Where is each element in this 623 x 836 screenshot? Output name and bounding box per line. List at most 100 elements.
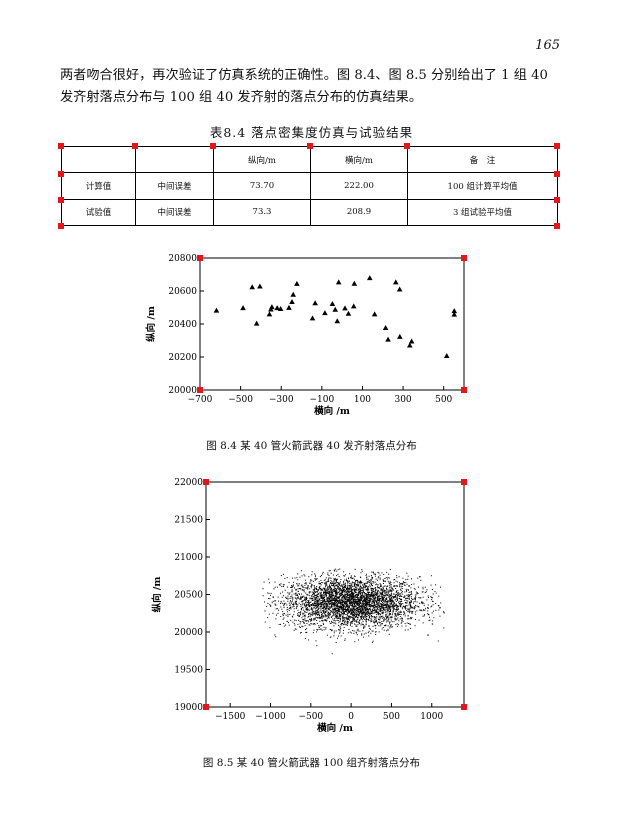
data-point xyxy=(321,591,323,593)
data-point xyxy=(350,303,357,309)
data-point xyxy=(376,617,378,619)
data-point xyxy=(351,597,353,599)
data-point xyxy=(336,598,338,600)
data-point xyxy=(309,591,311,593)
data-point xyxy=(387,600,389,602)
data-point xyxy=(336,596,338,598)
data-point xyxy=(388,607,390,609)
y-tick-label: 19000 xyxy=(174,703,203,713)
data-point xyxy=(351,622,353,624)
data-point xyxy=(399,615,401,617)
data-point xyxy=(359,614,361,616)
data-point xyxy=(369,582,371,584)
data-point xyxy=(280,583,282,585)
data-point xyxy=(403,582,405,584)
data-point xyxy=(396,614,398,616)
data-point xyxy=(400,613,402,615)
data-point xyxy=(375,594,377,596)
data-point xyxy=(319,588,321,590)
data-point xyxy=(327,606,329,608)
data-point xyxy=(338,600,340,602)
data-point xyxy=(365,589,367,591)
data-point xyxy=(337,603,339,605)
data-point xyxy=(297,573,299,575)
data-point xyxy=(367,595,369,597)
data-point xyxy=(331,598,333,600)
data-point xyxy=(356,615,358,617)
data-point xyxy=(417,577,419,579)
data-point xyxy=(394,614,396,616)
data-point xyxy=(390,617,392,619)
data-point xyxy=(297,609,299,611)
data-point xyxy=(358,587,360,589)
data-point xyxy=(330,590,332,592)
data-point xyxy=(326,609,328,611)
data-point xyxy=(353,582,355,584)
data-point xyxy=(347,623,349,625)
data-point xyxy=(381,606,383,608)
data-point xyxy=(427,613,429,615)
data-point xyxy=(318,614,320,616)
data-point xyxy=(410,602,412,604)
data-point xyxy=(327,589,329,591)
data-point xyxy=(369,605,371,607)
data-point xyxy=(386,588,388,590)
data-point xyxy=(318,596,320,598)
data-point xyxy=(375,578,377,580)
data-point xyxy=(324,579,326,581)
data-point xyxy=(313,599,315,601)
data-point xyxy=(323,605,325,607)
data-point xyxy=(371,311,378,317)
data-point xyxy=(310,619,312,621)
data-point xyxy=(399,583,401,585)
data-point xyxy=(343,575,345,577)
data-point xyxy=(338,584,340,586)
data-point xyxy=(346,587,348,589)
data-point xyxy=(389,601,391,603)
data-point xyxy=(299,587,301,589)
data-point xyxy=(379,597,381,599)
data-point xyxy=(410,627,412,629)
data-point xyxy=(374,573,376,575)
data-point xyxy=(332,581,334,583)
data-point xyxy=(344,583,346,585)
data-point xyxy=(322,571,324,573)
data-point xyxy=(392,605,394,607)
data-point xyxy=(336,620,338,622)
data-point xyxy=(342,598,344,600)
data-point xyxy=(361,607,363,609)
data-point xyxy=(383,619,385,621)
data-point xyxy=(352,598,354,600)
data-point xyxy=(315,601,317,603)
data-point xyxy=(403,605,405,607)
x-tick-label: −100 xyxy=(309,395,334,405)
data-point xyxy=(367,625,369,627)
data-point xyxy=(367,614,369,616)
data-point xyxy=(400,600,402,602)
data-point xyxy=(357,582,359,584)
data-point xyxy=(427,595,429,597)
data-point xyxy=(370,600,372,602)
data-point xyxy=(348,612,350,614)
data-point xyxy=(336,593,338,595)
data-point xyxy=(352,611,354,613)
data-point xyxy=(375,593,377,595)
data-point xyxy=(386,603,388,605)
data-point xyxy=(377,592,379,594)
table-header-row: 纵向/m 横向/m 备 注 xyxy=(61,145,558,174)
data-point xyxy=(344,603,346,605)
data-point xyxy=(374,592,376,594)
data-point xyxy=(349,594,351,596)
data-point xyxy=(388,583,390,585)
data-point xyxy=(406,609,408,611)
data-point xyxy=(325,591,327,593)
data-point xyxy=(368,589,370,591)
data-point xyxy=(249,284,255,290)
data-point xyxy=(284,589,286,591)
data-point xyxy=(355,606,357,608)
x-tick-label: −500 xyxy=(298,712,323,722)
data-point xyxy=(387,604,389,606)
data-point xyxy=(360,617,362,619)
data-point xyxy=(316,602,318,604)
data-point xyxy=(354,598,356,600)
